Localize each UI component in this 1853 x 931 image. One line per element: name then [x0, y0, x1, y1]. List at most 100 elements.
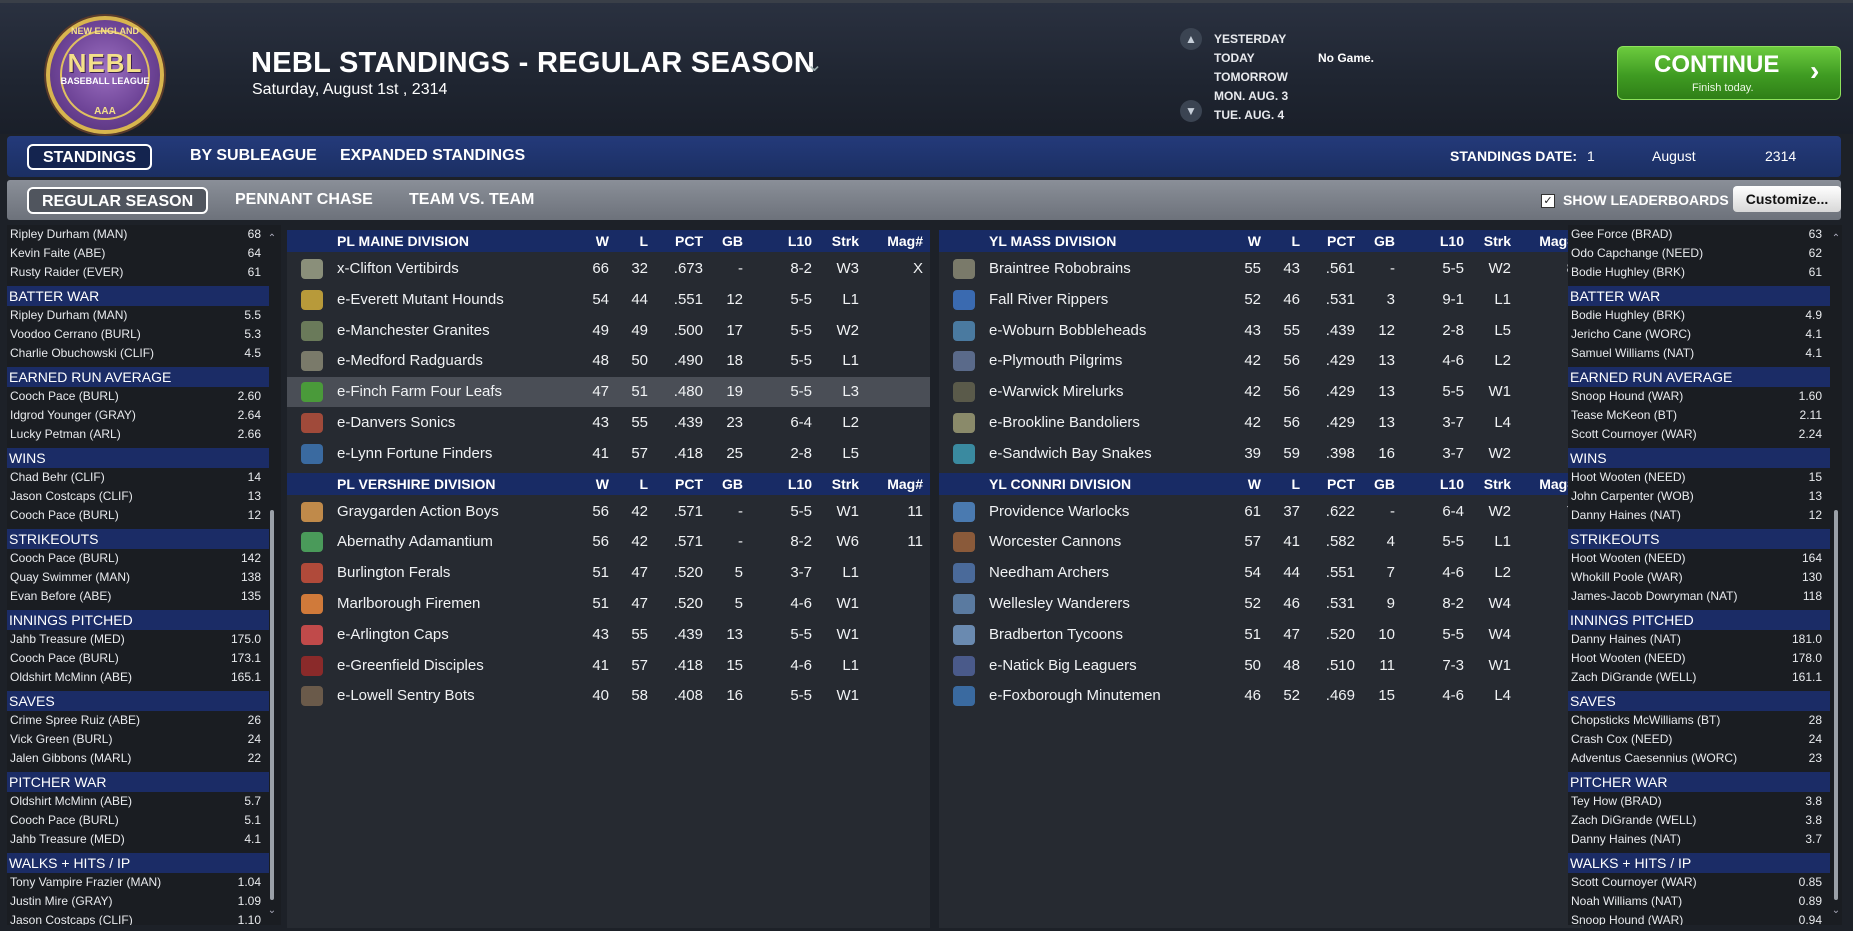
team-row[interactable]: e-Greenfield Disciples 41 57 .418 15 4-6 L1: [287, 651, 930, 681]
continue-button[interactable]: CONTINUE Finish today. ›: [1617, 46, 1841, 100]
leaderboard-row[interactable]: Oldshirt McMinn (ABE) 165.1: [7, 668, 269, 687]
column-header-gb[interactable]: GB: [1374, 475, 1395, 492]
customize-button[interactable]: Customize...: [1733, 186, 1841, 212]
team-row[interactable]: e-Warwick Mirelurks 42 56 .429 13 5-5 W1: [939, 377, 1582, 407]
leaderboard-row[interactable]: Kevin Faite (ABE) 64: [7, 244, 269, 263]
leaderboard-row[interactable]: Voodoo Cerrano (BURL) 5.3: [7, 325, 269, 344]
column-header-w[interactable]: W: [595, 475, 609, 492]
leaderboard-row[interactable]: Danny Haines (NAT) 12: [1568, 506, 1830, 525]
tab-expanded-standings[interactable]: EXPANDED STANDINGS: [340, 147, 526, 164]
leaderboard-row[interactable]: Scott Cournoyer (WAR) 2.24: [1568, 425, 1830, 444]
tab-team-vs-team[interactable]: TEAM VS. TEAM: [409, 191, 535, 208]
schedule-day[interactable]: TUE. AUG. 4: [1214, 108, 1285, 122]
team-row[interactable]: e-Sandwich Bay Snakes 39 59 .398 16 3-7 W2: [939, 439, 1582, 469]
team-row[interactable]: e-Manchester Granites 49 49 .500 17 5-5 W2: [287, 316, 930, 346]
leaderboard-row[interactable]: Cooch Pace (BURL) 5.1: [7, 811, 269, 830]
schedule-day[interactable]: MON. AUG. 3: [1214, 89, 1289, 103]
column-header-mag[interactable]: Mag#: [1539, 475, 1575, 492]
leaderboard-row[interactable]: Chad Behr (CLIF) 14: [7, 468, 269, 487]
scroll-up-icon[interactable]: ⌃: [267, 233, 277, 244]
leaderboard-row[interactable]: Cooch Pace (BURL) 2.60: [7, 387, 269, 406]
team-row[interactable]: Marlborough Firemen 51 47 .520 5 4-6 W1: [287, 589, 930, 619]
leaderboard-row[interactable]: Samuel Williams (NAT) 4.1: [1568, 344, 1830, 363]
team-row[interactable]: e-Finch Farm Four Leafs 47 51 .480 19 5-5 L3: [287, 377, 930, 408]
standings-date-day[interactable]: 1: [1587, 148, 1595, 164]
column-header-l10[interactable]: L10: [787, 475, 812, 492]
leaderboard-row[interactable]: Oldshirt McMinn (ABE) 5.7: [7, 792, 269, 811]
column-header-l10[interactable]: L10: [1439, 475, 1464, 492]
column-header-pct[interactable]: PCT: [1327, 233, 1355, 249]
column-header-gb[interactable]: GB: [722, 475, 743, 492]
leaderboard-row[interactable]: Tey How (BRAD) 3.8: [1568, 792, 1830, 811]
column-header-w[interactable]: W: [1247, 475, 1261, 492]
leaderboard-row[interactable]: Charlie Obuchowski (CLIF) 4.5: [7, 344, 269, 363]
column-header-gb[interactable]: GB: [722, 233, 743, 249]
team-row[interactable]: e-Brookline Bandoliers 42 56 .429 13 3-7 L4: [939, 408, 1582, 438]
tab-regular-season[interactable]: REGULAR SEASON: [27, 187, 209, 214]
team-row[interactable]: x-Clifton Vertibirds 66 32 .673 - 8-2 W3 X: [287, 254, 930, 284]
column-header-pct[interactable]: PCT: [675, 233, 703, 249]
column-header-strk[interactable]: Strk: [1483, 233, 1511, 249]
show-leaderboards-checkbox[interactable]: ✓: [1541, 194, 1555, 208]
column-header-l10[interactable]: L10: [1439, 233, 1464, 249]
schedule-day[interactable]: TODAY: [1214, 51, 1255, 65]
column-header-mag[interactable]: Mag#: [887, 475, 923, 492]
column-header-l[interactable]: L: [1291, 233, 1300, 249]
team-row[interactable]: Worcester Cannons 57 41 .582 4 5-5 L1: [939, 527, 1582, 557]
column-header-strk[interactable]: Strk: [831, 233, 859, 249]
leaderboard-row[interactable]: Zach DiGrande (WELL) 3.8: [1568, 811, 1830, 830]
leaderboard-row[interactable]: Hoot Wooten (NEED) 164: [1568, 549, 1830, 568]
leaderboard-row[interactable]: Justin Mire (GRAY) 1.09: [7, 892, 269, 911]
team-row[interactable]: Burlington Ferals 51 47 .520 5 3-7 L1: [287, 558, 930, 588]
leaderboard-row[interactable]: Cooch Pace (BURL) 142: [7, 549, 269, 568]
leaderboard-row[interactable]: Odo Capchange (NEED) 62: [1568, 244, 1830, 263]
leaderboard-row[interactable]: Zach DiGrande (WELL) 161.1: [1568, 668, 1830, 687]
leaderboard-row[interactable]: Tony Vampire Frazier (MAN) 1.04: [7, 873, 269, 892]
leaderboard-row[interactable]: Tease McKeon (BT) 2.11: [1568, 406, 1830, 425]
leaderboard-row[interactable]: Lucky Petman (ARL) 2.66: [7, 425, 269, 444]
team-row[interactable]: Needham Archers 54 44 .551 7 4-6 L2: [939, 558, 1582, 588]
scroll-thumb[interactable]: [270, 510, 274, 900]
tab-pennant-chase[interactable]: PENNANT CHASE: [235, 191, 373, 208]
scroll-up-icon[interactable]: ⌃: [1831, 233, 1841, 244]
schedule-up-icon[interactable]: ▲: [1180, 28, 1202, 50]
leaderboard-row[interactable]: Hoot Wooten (NEED) 15: [1568, 468, 1830, 487]
team-row[interactable]: e-Natick Big Leaguers 50 48 .510 11 7-3 W1: [939, 651, 1582, 681]
leaderboard-row[interactable]: Ripley Durham (MAN) 68: [7, 225, 269, 244]
team-row[interactable]: Abernathy Adamantium 56 42 .571 - 8-2 W6 11: [287, 527, 930, 557]
schedule-day[interactable]: YESTERDAY: [1214, 32, 1287, 46]
team-row[interactable]: e-Woburn Bobbleheads 43 55 .439 12 2-8 L5: [939, 316, 1582, 346]
team-row[interactable]: e-Lowell Sentry Bots 40 58 .408 16 5-5 W1: [287, 681, 930, 711]
schedule-down-icon[interactable]: ▼: [1180, 100, 1202, 122]
leaderboard-row[interactable]: Crash Cox (NEED) 24: [1568, 730, 1830, 749]
column-header-w[interactable]: W: [595, 233, 609, 249]
standings-date-month[interactable]: August: [1652, 148, 1696, 164]
column-header-l[interactable]: L: [639, 233, 648, 249]
leaderboard-row[interactable]: Rusty Raider (EVER) 61: [7, 263, 269, 282]
leaderboard-row[interactable]: Jalen Gibbons (MARL) 22: [7, 749, 269, 768]
leaderboard-row[interactable]: Jericho Cane (WORC) 4.1: [1568, 325, 1830, 344]
team-row[interactable]: e-Plymouth Pilgrims 42 56 .429 13 4-6 L2: [939, 346, 1582, 376]
leaderboard-row[interactable]: Crime Spree Ruiz (ABE) 26: [7, 711, 269, 730]
leaderboard-row[interactable]: Scott Cournoyer (WAR) 0.85: [1568, 873, 1830, 892]
leaderboard-row[interactable]: Quay Swimmer (MAN) 138: [7, 568, 269, 587]
leaderboard-row[interactable]: Adventus Caesennius (WORC) 23: [1568, 749, 1830, 768]
team-row[interactable]: e-Danvers Sonics 43 55 .439 23 6-4 L2: [287, 408, 930, 438]
team-row[interactable]: Providence Warlocks 61 37 .622 - 6-4 W27: [939, 497, 1582, 527]
tab-standings[interactable]: STANDINGS: [27, 144, 153, 170]
team-row[interactable]: e-Lynn Fortune Finders 41 57 .418 25 2-8 L5: [287, 439, 930, 469]
leaderboard-row[interactable]: Danny Haines (NAT) 3.7: [1568, 830, 1830, 849]
leaderboard-row[interactable]: Cooch Pace (BURL) 12: [7, 506, 269, 525]
leaderboard-scrollbar[interactable]: ⌃ ⌄: [267, 225, 277, 925]
leaderboard-row[interactable]: Jason Costcaps (CLIF) 13: [7, 487, 269, 506]
column-header-mag[interactable]: Mag#: [1539, 233, 1575, 249]
leaderboard-row[interactable]: Snoop Hound (WAR) 1.60: [1568, 387, 1830, 406]
scroll-down-icon[interactable]: ⌄: [1831, 905, 1841, 916]
standings-date-year[interactable]: 2314: [1765, 148, 1797, 164]
team-row[interactable]: Wellesley Wanderers 52 46 .531 9 8-2 W4: [939, 589, 1582, 619]
team-row[interactable]: e-Foxborough Minutemen 46 52 .469 15 4-6 L4: [939, 681, 1582, 711]
leaderboard-row[interactable]: Bodie Hughley (BRK) 4.9: [1568, 306, 1830, 325]
leaderboard-row[interactable]: Cooch Pace (BURL) 173.1: [7, 649, 269, 668]
column-header-l[interactable]: L: [1291, 475, 1300, 492]
leaderboard-row[interactable]: Evan Before (ABE) 135: [7, 587, 269, 606]
